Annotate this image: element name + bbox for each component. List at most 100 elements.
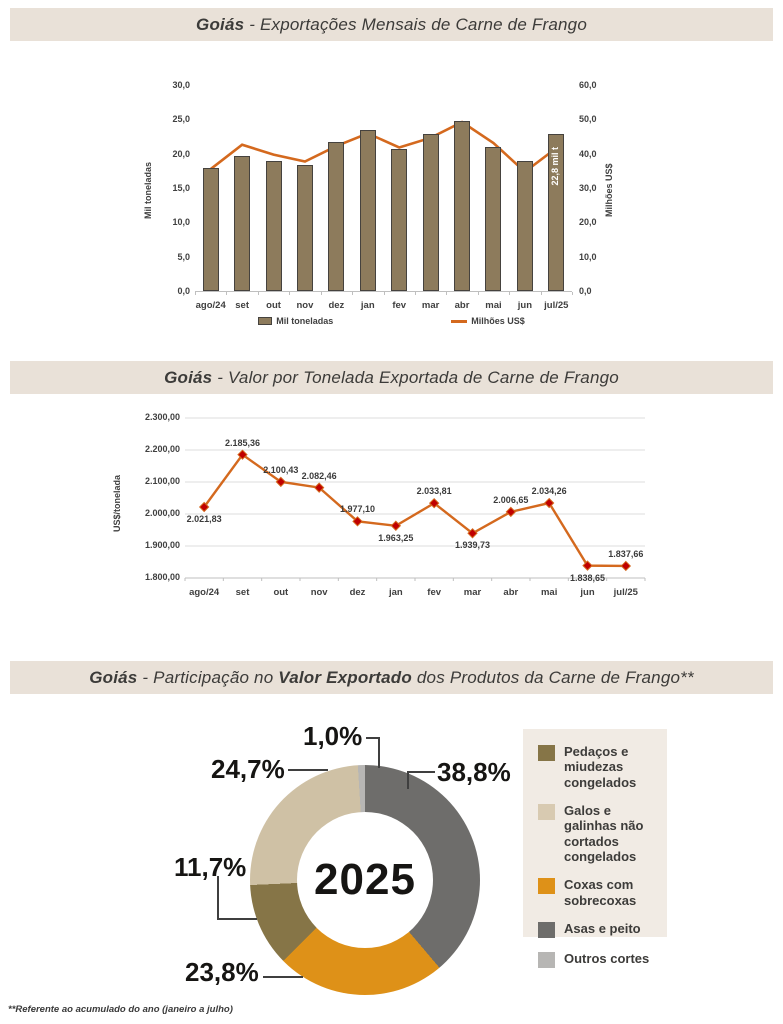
data-label-mar: 1.939,73 xyxy=(454,540,491,551)
data-label-nov: 2.082,46 xyxy=(301,470,337,481)
value-per-ton-line xyxy=(203,453,626,568)
data-label-jul/25: 1.837,66 xyxy=(608,548,644,559)
legend-label: Coxas com sobrecoxas xyxy=(564,877,637,908)
chart3-title-bar: Goiás - Participação no Valor Exportado … xyxy=(10,661,773,694)
x-axis-tickmark xyxy=(352,292,354,295)
chart2-title: Goiás - Valor por Tonelada Exportada de … xyxy=(164,368,619,388)
x-label-abr: abr xyxy=(454,300,470,311)
y-tick-1.900,00: 1.900,00 xyxy=(144,540,180,550)
x-label-jan: jan xyxy=(360,300,375,311)
legend-label: Galos e galinhas não cortados congelados xyxy=(564,802,644,864)
left-tick-30,0: 30,0 xyxy=(172,80,190,90)
chart3-title: Goiás - Participação no Valor Exportado … xyxy=(89,668,694,688)
data-label-out: 2.100,43 xyxy=(263,464,299,475)
data-label-mai: 2.034,26 xyxy=(531,486,567,497)
data-label-abr: 2.006,65 xyxy=(493,494,529,505)
point-marker-ago/24 xyxy=(198,501,210,513)
x-label-set: set xyxy=(235,587,250,598)
point-marker-nov xyxy=(313,482,325,493)
bar-out xyxy=(265,160,282,291)
product-share-chart: 2025 38,8% 23,8% 11,7% 24,7% 1,0% Pedaços e … xyxy=(0,700,783,1000)
right-tick-20,0: 20,0 xyxy=(579,217,597,228)
legend-swatch xyxy=(538,921,555,938)
label-connector xyxy=(217,918,257,920)
donut-legend-panel: Pedaços e miudezas congelados Galos e gal… xyxy=(523,729,667,968)
legend-item-asas-e-peito: Asas e peito xyxy=(538,921,655,938)
bar-mar xyxy=(422,134,439,291)
x-label-mai: mai xyxy=(540,587,558,598)
point-marker-jun xyxy=(582,560,593,571)
x-label-ago/24: ago/24 xyxy=(195,300,226,311)
legend-item-mil-toneladas: Mil toneladas xyxy=(258,316,333,326)
y-tick-2.300,00: 2.300,00 xyxy=(144,412,180,422)
label-connector xyxy=(288,769,328,771)
x-label-jul/25: jul/25 xyxy=(613,587,638,598)
chart2-title-bar: Goiás - Valor por Tonelada Exportada de … xyxy=(10,361,773,394)
y-tick-2.000,00: 2.000,00 xyxy=(144,508,180,518)
legend-label: Pedaços e miudezas congelados xyxy=(564,744,637,790)
x-label-dez: dez xyxy=(328,300,345,311)
bar-jul/25 xyxy=(548,134,565,291)
chart1-title-rest: - Exportações Mensais de Carne de Frango xyxy=(244,14,587,34)
legend-item-coxas-com-sobrecoxas: Coxas com sobrecoxas xyxy=(538,877,655,908)
chart3-title-mid: - Participação no xyxy=(137,667,279,687)
x-label-nov: nov xyxy=(310,587,328,598)
x-label-mar: mar xyxy=(463,587,482,598)
point-marker-set xyxy=(237,449,248,460)
legend-swatch xyxy=(538,745,555,761)
left-tick-20,0: 20,0 xyxy=(172,148,190,159)
label-connector xyxy=(263,976,303,978)
legend-item-peda-os-e-miudezas-congelados: Pedaços e miudezas congelados xyxy=(538,744,655,790)
x-axis-tickmark xyxy=(195,292,196,295)
left-tick-25,0: 25,0 xyxy=(172,114,190,125)
label-connector xyxy=(378,737,380,768)
legend-item-milhoes-us: Milhões US$ xyxy=(451,316,525,326)
x-label-mar: mar xyxy=(421,300,440,311)
point-marker-mai xyxy=(543,497,555,509)
pct-label-asas-e-peito: 38,8% xyxy=(437,757,511,787)
point-marker-fev xyxy=(428,497,440,509)
chart1-legend: Mil toneladas Milhões US$ xyxy=(0,316,783,326)
milhoes-us-line xyxy=(209,120,558,174)
bar-ago/24 xyxy=(202,168,219,291)
x-label-jan: jan xyxy=(388,587,403,598)
left-tick-0,0: 0,0 xyxy=(177,286,190,296)
data-label-ago/24: 2.021,83 xyxy=(186,514,222,524)
x-axis-tickmark xyxy=(477,292,479,295)
x-axis-tickmark xyxy=(446,292,448,295)
x-axis-tickmark xyxy=(509,292,511,295)
footnote: **Referente ao acumulado do ano (janeiro… xyxy=(8,1004,233,1015)
point-marker-jan xyxy=(390,520,402,531)
chart2-title-bold: Goiás xyxy=(164,367,213,387)
pct-label-peda-os-e-miudezas-congelados: 11,7% xyxy=(174,852,247,882)
line-series-swatch xyxy=(451,319,468,323)
x-label-fev: fev xyxy=(427,587,442,598)
x-axis-tickmark xyxy=(226,292,228,295)
x-axis-tickmark xyxy=(414,292,416,295)
bar-abr xyxy=(454,120,471,291)
legend-swatch xyxy=(538,878,555,895)
x-label-jun: jun xyxy=(517,300,532,311)
legend-swatch xyxy=(538,803,555,820)
bar-nov xyxy=(296,165,313,291)
bar-dez xyxy=(328,142,345,291)
left-tick-10,0: 10,0 xyxy=(172,217,190,228)
chart2-line-layer xyxy=(184,417,646,581)
label-connector xyxy=(407,771,409,789)
point-marker-dez xyxy=(352,516,363,527)
y-tick-2.100,00: 2.100,00 xyxy=(144,476,180,486)
pct-label-coxas-com-sobrecoxas: 23,8% xyxy=(185,957,259,987)
x-label-out: out xyxy=(273,587,289,598)
x-label-set: set xyxy=(235,300,249,311)
x-axis-tickmark xyxy=(320,292,322,295)
legend-label-mil-toneladas: Mil toneladas xyxy=(276,316,334,326)
x-axis-tickmark xyxy=(540,292,542,295)
right-tick-0,0: 0,0 xyxy=(579,286,592,296)
bar-jan xyxy=(359,129,376,291)
right-tick-50,0: 50,0 xyxy=(579,114,597,125)
right-tick-60,0: 60,0 xyxy=(579,80,597,90)
point-marker-jul/25 xyxy=(620,560,632,572)
left-tick-15,0: 15,0 xyxy=(172,183,190,193)
bar-mai xyxy=(485,146,502,291)
data-label-dez: 1.977,10 xyxy=(339,504,376,515)
